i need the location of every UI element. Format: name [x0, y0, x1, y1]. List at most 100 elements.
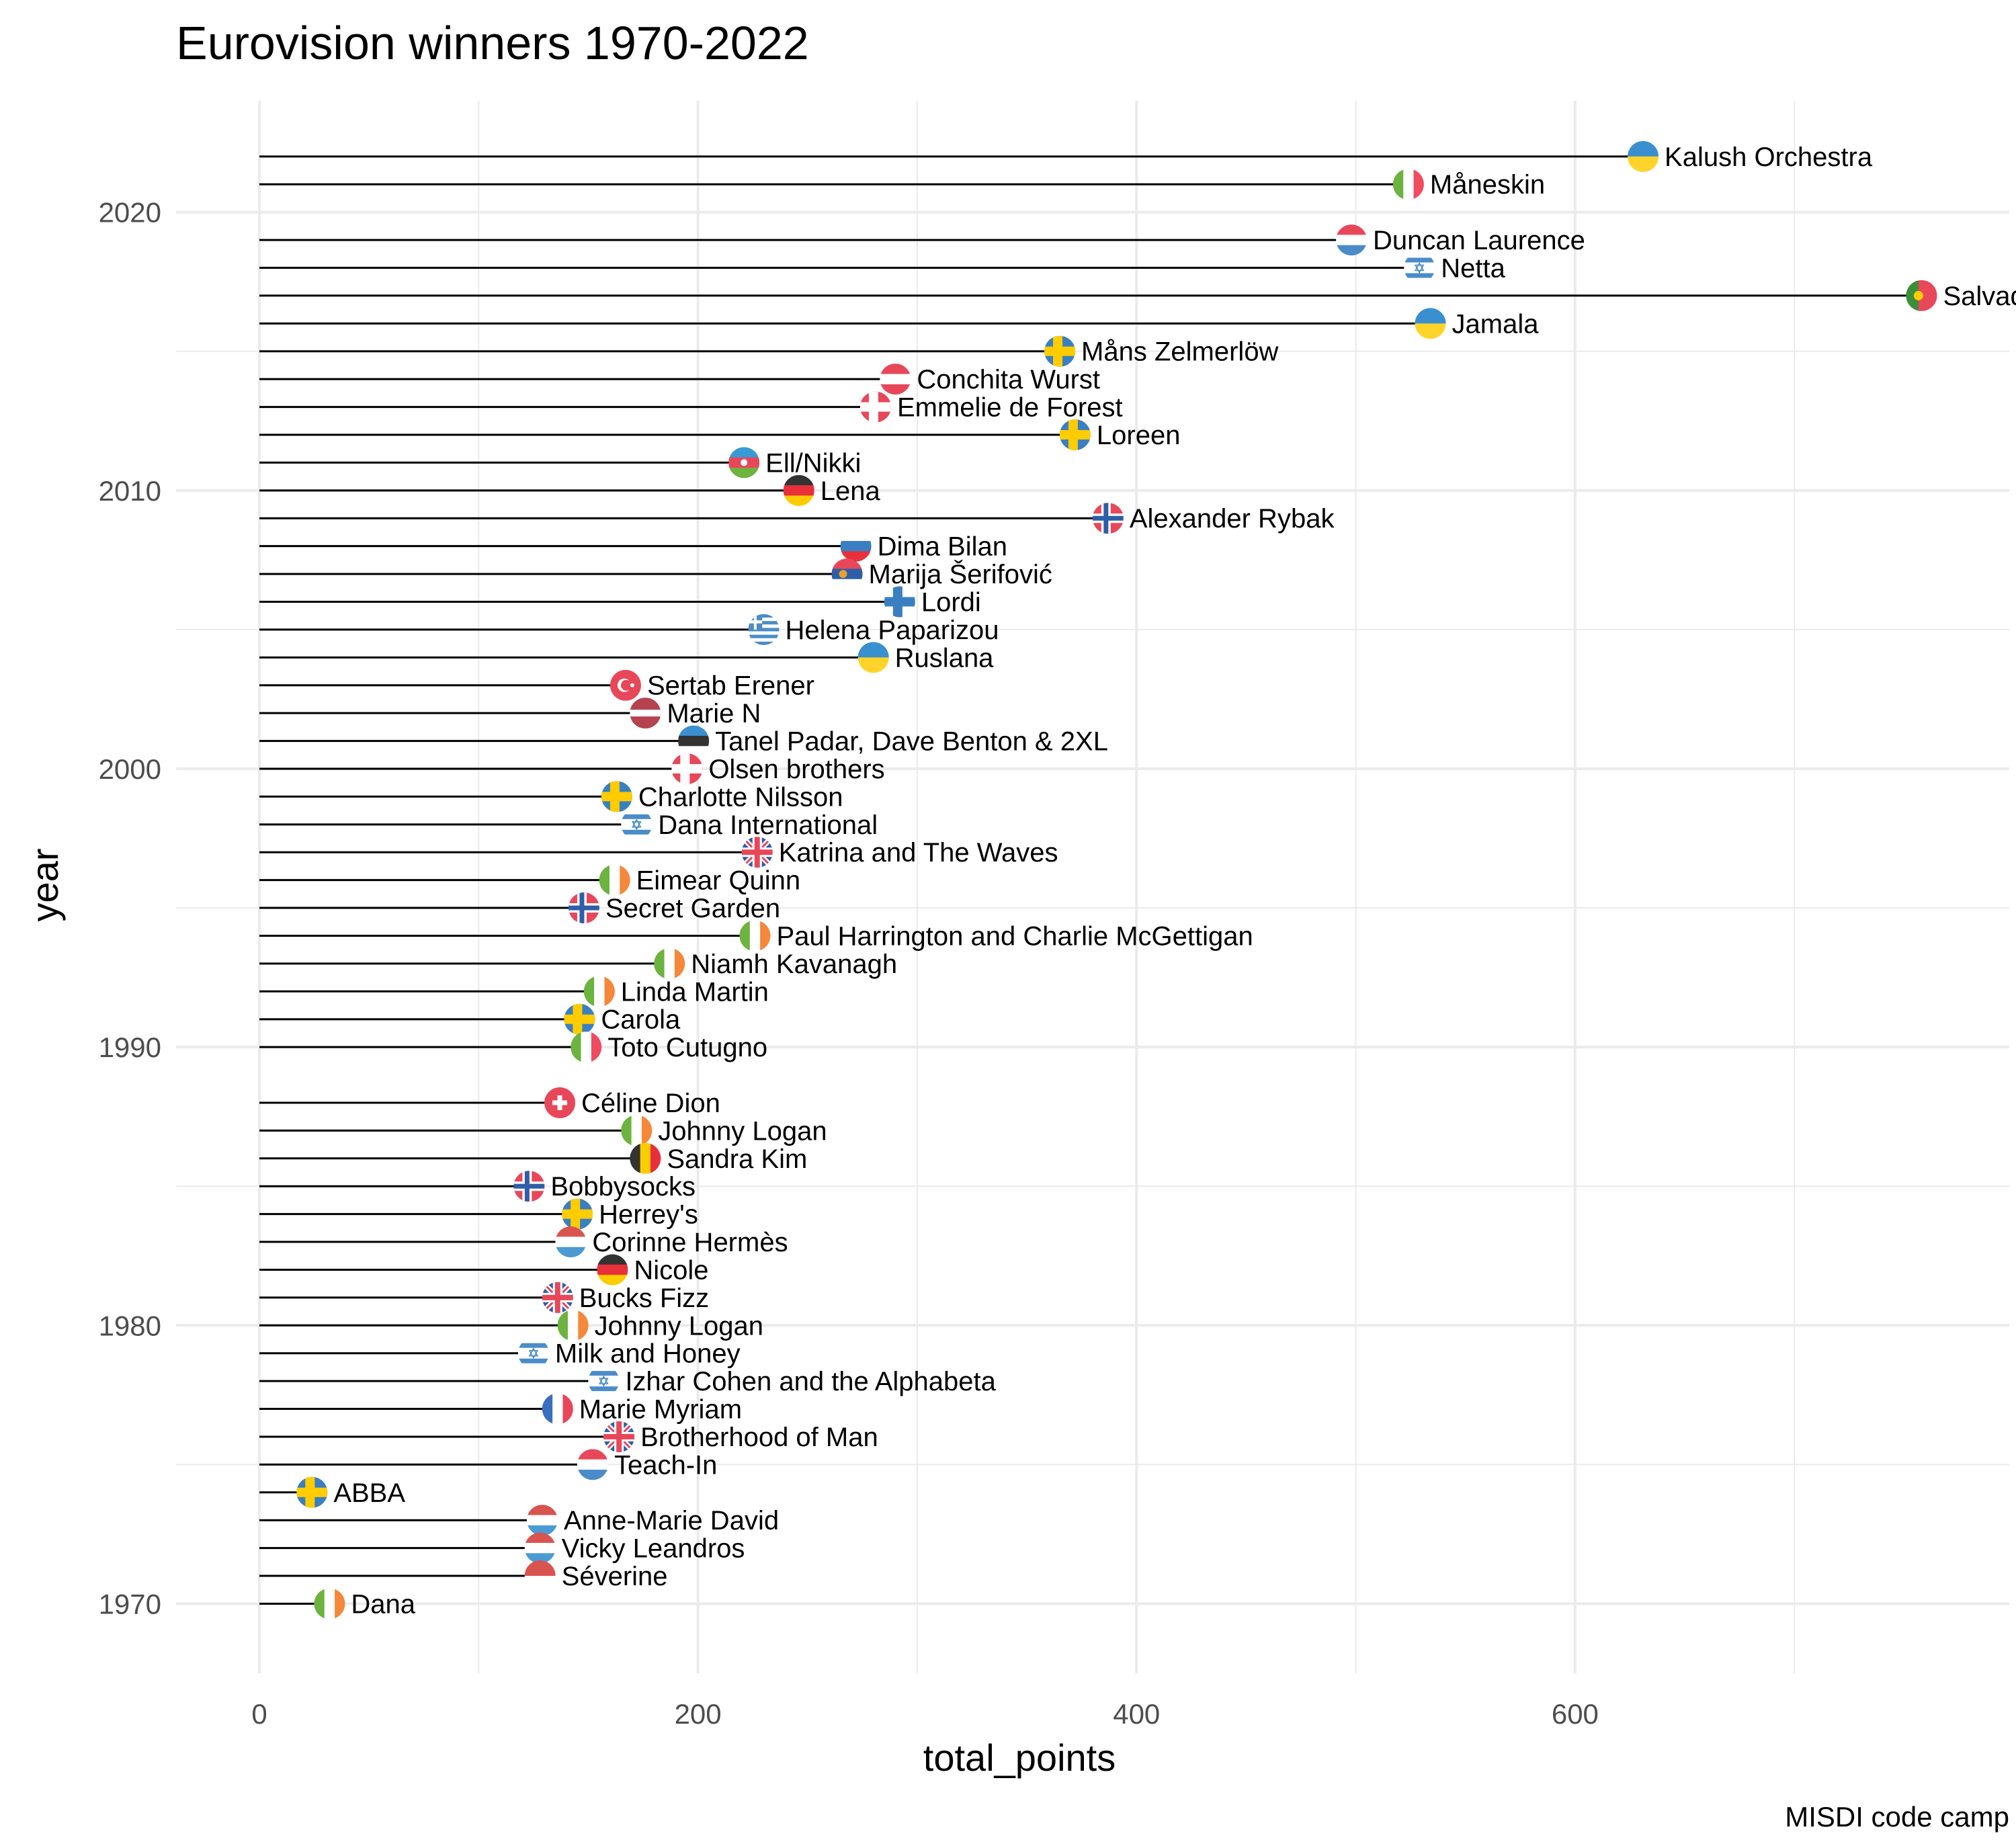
winner-label: Toto Cutugno: [607, 1033, 767, 1062]
winner-label: Lordi: [921, 587, 981, 617]
winner-label: Alexander Rybak: [1130, 504, 1335, 534]
y-axis-title: year: [24, 849, 66, 922]
flag-ireland-icon: [654, 948, 685, 979]
flag-germany-icon: [783, 474, 814, 506]
flag-turkey-icon: [610, 669, 641, 701]
flag-switzerland-icon: [544, 1087, 576, 1118]
y-tick-label: 1970: [99, 1588, 161, 1620]
y-tick-label: 1990: [99, 1032, 161, 1063]
winner-label: Bucks Fizz: [579, 1284, 709, 1313]
winner-label: Bobbysocks: [550, 1172, 696, 1202]
winner-label: Kalush Orchestra: [1665, 142, 1873, 172]
flag-sweden-icon: [562, 1198, 593, 1230]
y-tick-label: 2000: [99, 753, 161, 785]
winner-label: Marija Šerifović: [869, 559, 1052, 589]
winner-label: Emmelie de Forest: [897, 393, 1123, 423]
flag-uk-icon: [741, 837, 773, 868]
y-axis-ticks: 1970 1980 1990 2000 2010 2020: [99, 197, 161, 1620]
flag-sweden-icon: [296, 1476, 328, 1508]
flag-estonia-icon: [678, 725, 710, 757]
flag-uk-icon: [603, 1421, 635, 1452]
flag-israel-icon: [1404, 252, 1435, 284]
winner-label: Måneskin: [1430, 170, 1545, 200]
winner-label: Vicky Leandros: [562, 1534, 745, 1564]
flag-israel-icon: [588, 1366, 620, 1397]
flag-portugal-icon: [1906, 280, 1937, 311]
y-tick-label: 1980: [99, 1310, 161, 1341]
chart-title: Eurovision winners 1970-2022: [176, 17, 809, 69]
lollipop-stems: [259, 155, 1922, 1605]
flag-belgium-icon: [630, 1142, 661, 1174]
y-tick-label: 2020: [99, 197, 161, 228]
winner-label: Ruslana: [895, 643, 995, 673]
flag-ukraine-icon: [1628, 140, 1659, 172]
flag-denmark-icon: [859, 391, 891, 423]
winner-label: Niamh Kavanagh: [691, 950, 897, 979]
flag-norway-icon: [513, 1171, 545, 1202]
winner-label: ABBA: [333, 1478, 405, 1508]
winner-label: Ell/Nikki: [765, 448, 861, 478]
winner-label: Lena: [821, 476, 881, 506]
winner-label: Carola: [601, 1005, 681, 1035]
winner-label: Corinne Hermès: [592, 1228, 788, 1257]
winner-label: Herrey's: [599, 1200, 698, 1230]
flag-netherlands-icon: [577, 1449, 608, 1480]
x-tick-label: 600: [1552, 1698, 1599, 1730]
winner-label: Nicole: [634, 1255, 708, 1285]
chart-caption: MISDI code camp: [1785, 1801, 2009, 1833]
winner-label: Milk and Honey: [555, 1339, 741, 1369]
x-axis-ticks: 0 200 400 600: [251, 1698, 1599, 1730]
flag-ireland-icon: [739, 920, 771, 952]
winner-label: Séverine: [562, 1562, 668, 1591]
flag-luxembourg-icon: [526, 1505, 558, 1536]
winner-label: Paul Harrington and Charlie McGettigan: [776, 921, 1253, 951]
flag-luxembourg-icon: [524, 1532, 556, 1564]
flag-ireland-icon: [557, 1310, 589, 1341]
x-tick-label: 0: [251, 1698, 267, 1730]
flag-monaco-icon: [524, 1560, 556, 1592]
flag-finland-icon: [884, 586, 915, 618]
winner-label: Marie Myriam: [579, 1395, 742, 1425]
gridlines: [176, 101, 2009, 1673]
winner-label: Netta: [1441, 253, 1505, 283]
winner-label: Secret Garden: [605, 894, 780, 923]
flag-denmark-icon: [671, 753, 703, 784]
winner-label: Anne-Marie David: [564, 1506, 779, 1536]
winner-label: Dima Bilan: [878, 532, 1007, 562]
flag-latvia-icon: [630, 698, 661, 729]
flag-luxembourg-icon: [555, 1226, 587, 1258]
winner-label: Linda Martin: [621, 977, 769, 1007]
flag-israel-icon: [517, 1337, 549, 1369]
winner-label: Duncan Laurence: [1373, 226, 1585, 255]
winner-label: Teach-In: [614, 1450, 717, 1480]
flag-norway-icon: [568, 892, 599, 924]
winner-label: Eimear Quinn: [636, 866, 801, 896]
y-tick-label: 2010: [99, 475, 161, 507]
winner-label: Marie N: [667, 699, 761, 728]
flag-sweden-icon: [1044, 335, 1076, 367]
winner-label: Jamala: [1452, 309, 1540, 339]
flag-austria-icon: [880, 364, 911, 395]
flag-france-icon: [542, 1393, 573, 1425]
winner-label: Salvador Sobral: [1943, 282, 2016, 311]
flag-germany-icon: [597, 1254, 628, 1286]
winner-label: Loreen: [1097, 421, 1181, 450]
winner-label: Johnny Logan: [658, 1116, 827, 1146]
x-tick-label: 200: [675, 1698, 722, 1730]
winner-label: Conchita Wurst: [917, 365, 1100, 394]
winner-label: Helena Paparizou: [786, 616, 999, 645]
winner-label: Brotherhood of Man: [640, 1423, 878, 1452]
flag-ireland-icon: [621, 1115, 653, 1146]
x-tick-label: 400: [1113, 1698, 1160, 1730]
winner-label: Sandra Kim: [667, 1144, 807, 1174]
winner-label: Izhar Cohen and the Alphabeta: [625, 1367, 996, 1396]
flag-ireland-icon: [599, 864, 630, 896]
flag-ukraine-icon: [857, 642, 889, 673]
flag-ireland-icon: [314, 1588, 345, 1620]
lollipop-heads: [296, 140, 1937, 1620]
flag-azerbaijan-icon: [728, 447, 760, 478]
winner-label: Tanel Padar, Dave Benton & 2XL: [715, 727, 1108, 757]
winner-label: Sertab Erener: [647, 671, 814, 701]
